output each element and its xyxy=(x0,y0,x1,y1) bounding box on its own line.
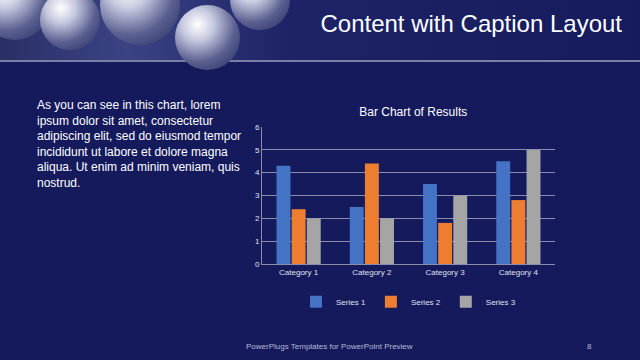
svg-text:1: 1 xyxy=(255,237,260,246)
svg-text:Category 2: Category 2 xyxy=(352,268,392,277)
svg-text:Category 3: Category 3 xyxy=(426,268,466,277)
svg-text:4: 4 xyxy=(255,168,260,177)
svg-text:5: 5 xyxy=(255,146,260,155)
svg-text:Series 2: Series 2 xyxy=(411,298,441,307)
svg-text:6: 6 xyxy=(255,123,260,132)
html-text:PowerPlugs Templates for Power: PowerPlugs Templates for PowerPoint Prev… xyxy=(246,342,413,351)
svg-text:Bar Chart of Results: Bar Chart of Results xyxy=(359,105,467,119)
svg-text:3: 3 xyxy=(255,191,260,200)
html-text:Content with Caption Layout: Content with Caption Layout xyxy=(320,10,622,37)
svg-text:Category 1: Category 1 xyxy=(279,268,319,277)
svg-text:Category 4: Category 4 xyxy=(499,268,539,277)
svg-text:0: 0 xyxy=(255,260,260,269)
html-text:8: 8 xyxy=(587,342,592,351)
html-text:As you can see in this chart,: As you can see in this chart, lorem ipsu… xyxy=(37,98,242,190)
svg-text:2: 2 xyxy=(255,214,260,223)
svg-text:Series 1: Series 1 xyxy=(336,298,366,307)
svg-text:Series 3: Series 3 xyxy=(486,298,516,307)
